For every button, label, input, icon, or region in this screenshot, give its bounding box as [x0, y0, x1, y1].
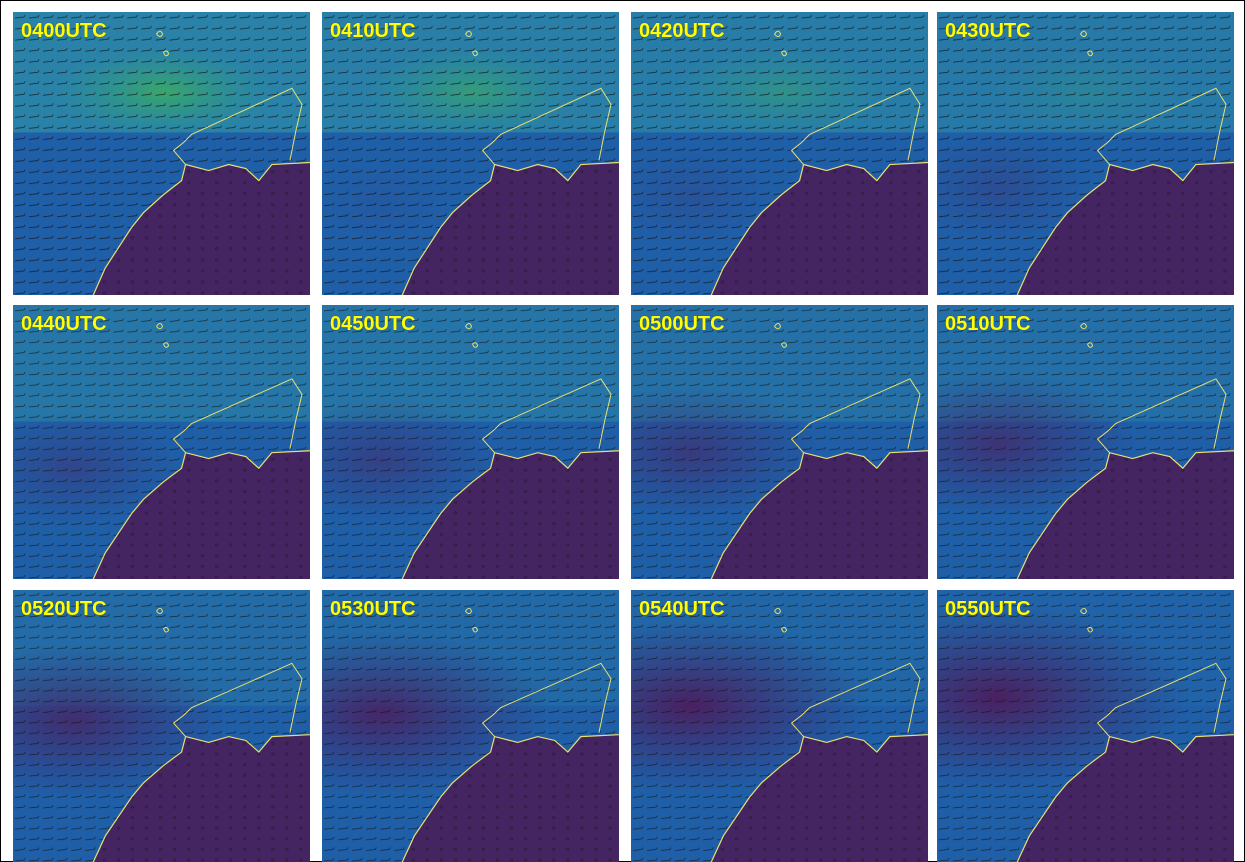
map-panel: 0440UTC — [13, 305, 310, 579]
map-panel: 0410UTC — [322, 12, 619, 295]
map — [937, 590, 1234, 862]
map-panel: 0450UTC — [322, 305, 619, 579]
map — [322, 590, 619, 862]
panel-label: 0440UTC — [21, 313, 107, 335]
panel-label: 0550UTC — [945, 598, 1031, 620]
map-panel: 0520UTC — [13, 590, 310, 862]
map — [13, 12, 310, 295]
map-panel: 0430UTC — [937, 12, 1234, 295]
map-panel: 0540UTC — [631, 590, 928, 862]
map — [631, 305, 928, 579]
map — [631, 12, 928, 295]
map — [631, 590, 928, 862]
figure: 0400UTC 0410UTC 0420UTC 0430UTC 0440UTC 0450U… — [0, 0, 1245, 862]
map-panel: 0400UTC — [13, 12, 310, 295]
map-panel: 0530UTC — [322, 590, 619, 862]
panel-label: 0410UTC — [330, 20, 416, 42]
panel-label: 0500UTC — [639, 313, 725, 335]
panel-label: 0420UTC — [639, 20, 725, 42]
map-panel: 0500UTC — [631, 305, 928, 579]
map — [322, 305, 619, 579]
panel-label: 0540UTC — [639, 598, 725, 620]
map — [322, 12, 619, 295]
map — [937, 305, 1234, 579]
map-panel: 0420UTC — [631, 12, 928, 295]
map-panel: 0550UTC — [937, 590, 1234, 862]
panel-label: 0520UTC — [21, 598, 107, 620]
panel-label: 0510UTC — [945, 313, 1031, 335]
map-panel: 0510UTC — [937, 305, 1234, 579]
map — [13, 305, 310, 579]
map — [937, 12, 1234, 295]
panel-label: 0400UTC — [21, 20, 107, 42]
panel-label: 0430UTC — [945, 20, 1031, 42]
map — [13, 590, 310, 862]
panel-label: 0530UTC — [330, 598, 416, 620]
panel-label: 0450UTC — [330, 313, 416, 335]
